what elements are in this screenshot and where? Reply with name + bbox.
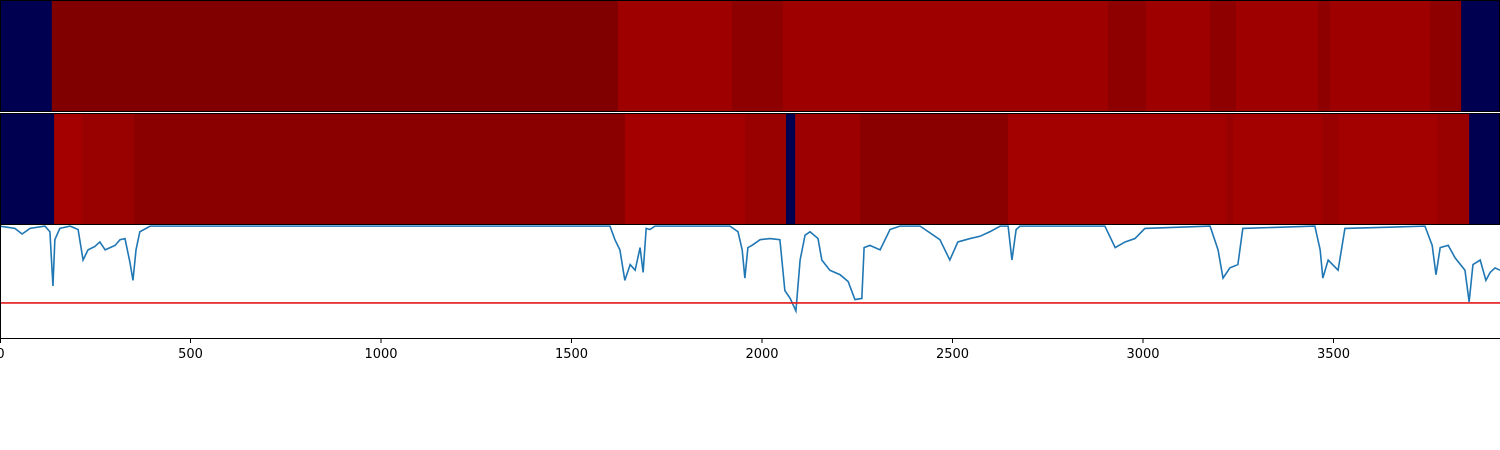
heat-cell: [51, 0, 619, 112]
heat-cell: [1226, 113, 1234, 225]
heat-cell: [1469, 113, 1500, 225]
heat-cell: [1330, 0, 1431, 112]
heat-cell: [54, 113, 83, 225]
x-tick-label: 0: [0, 347, 5, 362]
heat-cell: [617, 0, 733, 112]
heat-cell: [1146, 0, 1211, 112]
line: [0, 225, 1500, 314]
x-tick-label: 3000: [1126, 347, 1159, 362]
heat-cell: [1437, 113, 1470, 225]
x-tick-label: 1000: [364, 347, 397, 362]
heat-cell: [0, 0, 53, 112]
heat-cell: [1461, 0, 1500, 112]
x-tick-label: 2500: [936, 347, 969, 362]
heat-cell: [1235, 0, 1319, 112]
heat-cell: [1107, 0, 1147, 112]
heat-cell: [1317, 0, 1331, 112]
x-tick-label: 2000: [745, 347, 778, 362]
heat-cell: [1429, 0, 1462, 112]
heat-cell: [81, 113, 135, 225]
heat-cell: [1322, 113, 1339, 225]
heat-cell: [795, 113, 861, 225]
plot-area: [0, 225, 1500, 314]
heat-cell: [859, 113, 1009, 225]
plots: 0 500 1000 1500 2000 2500 3000 3500: [0, 0, 1500, 362]
heat-cell: [1210, 0, 1237, 112]
heat-cell: [0, 113, 55, 225]
heat-cell: [744, 113, 787, 225]
heat-cell: [782, 0, 1109, 112]
x-tick-label: 1500: [555, 347, 588, 362]
heat-cell: [134, 113, 626, 225]
x-tick-label: 3500: [1317, 347, 1350, 362]
heat-cell: [1338, 113, 1438, 225]
x-tick-label: 500: [178, 347, 203, 362]
heat-cell: [624, 113, 746, 225]
heat-cell: [1232, 113, 1323, 225]
heat-cell: [731, 0, 784, 112]
heat-cell: [1008, 113, 1227, 225]
heat-cell: [786, 113, 796, 225]
